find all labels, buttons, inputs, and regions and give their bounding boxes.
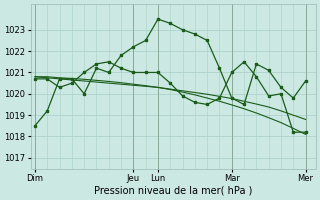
X-axis label: Pression niveau de la mer( hPa ): Pression niveau de la mer( hPa ) xyxy=(94,186,252,196)
